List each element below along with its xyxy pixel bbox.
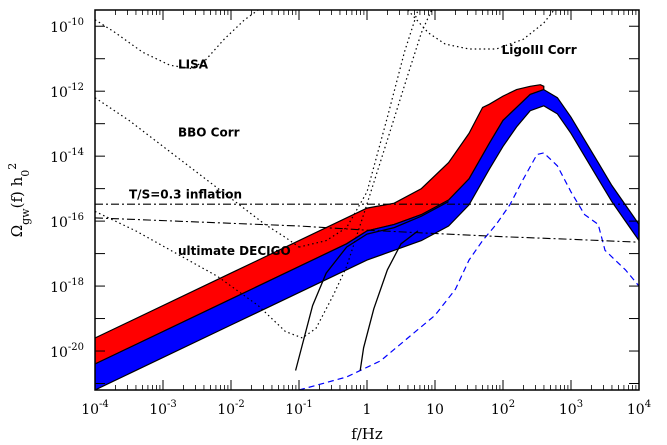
annotation-label: T/S=0.3 inflation (129, 187, 242, 201)
solid-black-line-5 (294, 201, 449, 371)
x-tick-label: 10 (426, 402, 444, 418)
y-tick-label: 10-14 (50, 147, 84, 166)
solid-black-line-6 (359, 230, 419, 371)
tick-labels-layer: 10-4 10-3 10-2 10-1 1 10 102 103 104 10-10 10-12 10… (50, 17, 651, 418)
x-tick-label: 10-1 (285, 399, 313, 418)
y-tick-label: 10-10 (50, 17, 84, 36)
annotation-label: ultimate DECIGO (178, 244, 291, 258)
red-band-area (95, 84, 545, 365)
y-tick-label: 10-20 (50, 342, 84, 361)
dotted-decigo-line-9 (95, 10, 433, 339)
curves-layer (95, 10, 639, 390)
dotted-bbo-line-8 (95, 97, 300, 248)
bands-layer (95, 84, 639, 390)
y-tick-label: 10-16 (50, 212, 84, 231)
y-tick-label: 10-12 (50, 82, 84, 101)
x-tick-label: 103 (559, 399, 583, 418)
annotations-layer: LISA BBO Corr T/S=0.3 inflation ultimate DE… (129, 43, 577, 258)
blue-band-area (95, 88, 639, 390)
x-tick-label: 10-3 (149, 399, 177, 418)
dotted-lisa-line-7 (95, 10, 259, 70)
dotted-bbo-right-line-10 (298, 10, 419, 248)
x-tick-label: 10-4 (81, 399, 109, 418)
y-axis-title: Ωgw(f) h02 (6, 163, 32, 238)
dashdot-lower-line-4 (95, 217, 639, 243)
x-tick-label: 10-2 (217, 399, 245, 418)
x-tick-label: 1 (363, 402, 372, 418)
x-tick-label: 102 (491, 399, 515, 418)
annotation-label: LigoIII Corr (502, 43, 577, 57)
x-axis-title: f/Hz (351, 425, 383, 443)
ticks-layer (94, 10, 640, 390)
dotted-ligo-line-11 (407, 10, 555, 50)
annotation-label: LISA (178, 58, 209, 72)
annotation-label: BBO Corr (178, 126, 240, 140)
dashed-blue-line-2 (298, 152, 639, 390)
y-tick-label: 10-18 (50, 277, 84, 296)
x-tick-label: 104 (627, 399, 651, 418)
